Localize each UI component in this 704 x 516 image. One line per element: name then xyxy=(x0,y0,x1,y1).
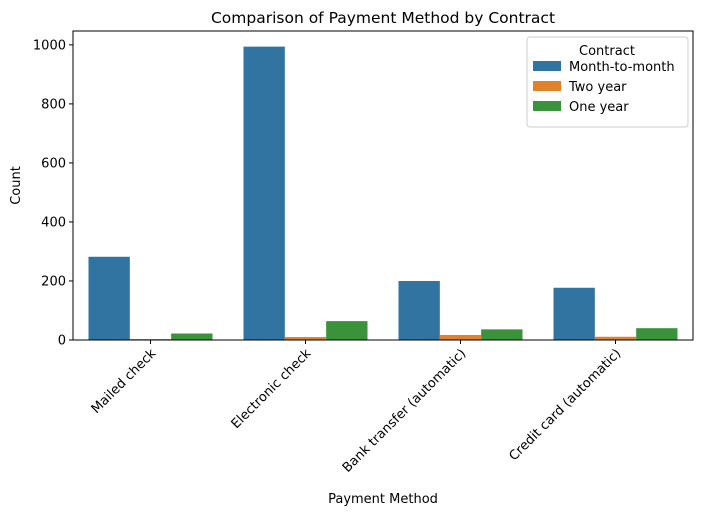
bar xyxy=(636,328,678,340)
legend-label: Two year xyxy=(568,80,627,95)
y-tick-label: 800 xyxy=(41,97,66,112)
bar xyxy=(398,280,440,340)
y-tick-label: 600 xyxy=(41,156,66,171)
bars xyxy=(88,46,678,340)
bar xyxy=(439,334,482,340)
bar xyxy=(88,256,130,340)
x-tick-label: Bank transfer (automatic) xyxy=(340,346,470,476)
x-tick-label: Mailed check xyxy=(89,346,160,417)
y-tick-label: 200 xyxy=(41,274,66,289)
bar xyxy=(481,329,523,340)
plot-frame xyxy=(72,30,694,341)
legend-swatch xyxy=(533,81,561,91)
x-axis-ticks: Mailed check Electronic check Bank transfe… xyxy=(89,340,624,476)
x-tick-label: Electronic check xyxy=(229,346,315,432)
bar xyxy=(326,321,368,340)
bar xyxy=(243,46,285,340)
legend-frame xyxy=(526,36,689,128)
legend-title: Contract xyxy=(579,44,635,59)
legend-items: Month-to-month Two year One year xyxy=(533,60,675,115)
x-axis-title: Payment Method xyxy=(328,492,438,507)
chart-title: Comparison of Payment Method by Contract xyxy=(211,9,555,27)
y-tick-label: 1000 xyxy=(33,38,66,53)
legend: Contract Month-to-month Two year One year xyxy=(526,36,689,128)
bar xyxy=(553,287,595,340)
bar xyxy=(171,333,213,340)
bar xyxy=(594,336,637,340)
y-axis-ticks: 0 200 400 600 800 1000 xyxy=(33,38,73,349)
legend-label: Month-to-month xyxy=(569,60,675,75)
y-tick-label: 0 xyxy=(58,334,66,349)
bar xyxy=(284,337,327,340)
x-tick-label: Credit card (automatic) xyxy=(506,346,624,464)
y-tick-label: 400 xyxy=(41,215,66,230)
y-axis-title: Count xyxy=(9,166,24,205)
legend-swatch xyxy=(533,61,561,71)
legend-swatch xyxy=(533,101,561,111)
legend-label: One year xyxy=(569,100,629,115)
